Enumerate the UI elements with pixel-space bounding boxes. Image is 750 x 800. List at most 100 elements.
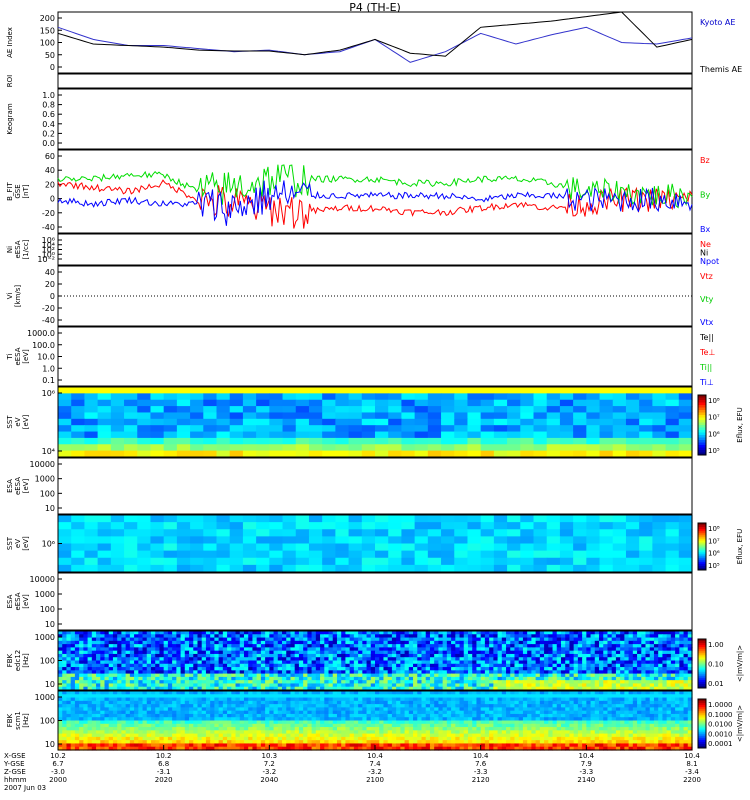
spectrogram-cell (142, 653, 148, 658)
spectrogram-cell (203, 557, 218, 566)
spectrogram-cell (573, 437, 587, 445)
spectrogram-cell (176, 673, 182, 678)
spectrogram-cell (159, 667, 165, 671)
spectrogram-cell (121, 640, 127, 645)
spectrogram-cell (167, 683, 173, 688)
spectrogram-cell (687, 650, 693, 655)
spectrogram-cell (222, 670, 228, 675)
spectrogram-cell (687, 676, 693, 681)
spectrogram-cell (569, 691, 575, 695)
spectrogram-cell (294, 700, 300, 705)
spectrogram-cell (666, 637, 672, 642)
spectrogram-cell (100, 691, 106, 695)
spectrogram-cell (155, 647, 161, 652)
spectrogram-cell (335, 557, 350, 566)
spectrogram-cell (74, 707, 80, 712)
spectrogram-cell (441, 543, 455, 552)
spectrogram-cell (231, 660, 237, 665)
spectrogram-cell (434, 694, 439, 699)
spectrogram-cell (590, 676, 596, 681)
spectrogram-cell (451, 700, 456, 705)
spectrogram-cell (641, 634, 647, 639)
spectrogram-cell (404, 710, 410, 715)
spectrogram-cell (590, 650, 596, 655)
spectrogram-cell (670, 663, 676, 668)
spectrogram-cell (425, 691, 431, 695)
spectrogram-cell (632, 653, 638, 658)
spectrogram-cell (560, 713, 566, 718)
spectrogram-cell (603, 653, 609, 658)
spectrogram-cell (527, 650, 532, 655)
spectrogram-cell (216, 543, 231, 552)
spectrogram-cell (277, 717, 283, 722)
spectrogram-cell (203, 412, 218, 420)
spectrogram-cell (210, 640, 215, 645)
spectrogram-cell (522, 683, 528, 688)
spectrogram-cell (320, 717, 325, 722)
spectrogram-cell (146, 670, 152, 675)
spectrogram-cell (311, 640, 317, 645)
spectrogram-cell (489, 657, 494, 662)
spectrogram-cell (577, 700, 583, 705)
spectrogram-cell (315, 700, 321, 705)
spectrogram-cell (427, 543, 442, 552)
spectrogram-cell (658, 667, 664, 671)
spectrogram-cell (506, 637, 511, 642)
spectrogram-cell (298, 653, 304, 658)
spectrogram-cell (159, 676, 165, 681)
spectrogram-cell (599, 406, 614, 414)
spectrogram-cell (603, 663, 609, 668)
spectrogram-cell (599, 697, 604, 702)
spectrogram-cell (417, 631, 423, 635)
spectrogram-cell (100, 644, 106, 648)
spectrogram-cell (442, 663, 448, 668)
spectrogram-cell (235, 663, 241, 668)
spectrogram-cell (404, 631, 410, 635)
spectrogram-cell (121, 720, 127, 725)
spectrogram-cell (560, 680, 566, 685)
spectrogram-cell (332, 680, 338, 685)
spectrogram-cell (484, 660, 490, 665)
spectrogram-cell (472, 650, 478, 655)
spectrogram-cell (666, 657, 672, 662)
spectrogram-cell (349, 700, 355, 705)
spectrogram-cell (577, 691, 583, 695)
spectrogram-cell (552, 676, 558, 681)
spectrogram-cell (649, 676, 655, 681)
spectrogram-cell (96, 691, 101, 695)
spectrogram-cell (649, 686, 655, 691)
spectrogram-cell (582, 637, 587, 642)
spectrogram-cell (142, 657, 148, 662)
spectrogram-cell (97, 425, 112, 433)
spectrogram-cell (639, 536, 653, 545)
spectrogram-cell (298, 676, 304, 681)
spectrogram-cell (683, 631, 689, 635)
spectrogram-cell (150, 720, 156, 725)
spectrogram-cell (641, 647, 647, 652)
spectrogram-cell (417, 673, 423, 678)
spectrogram-cell (231, 691, 237, 695)
spectrogram-cell (137, 529, 152, 537)
spectrogram-cell (142, 683, 148, 688)
spectrogram-cell (586, 710, 592, 715)
spectrogram-cell (62, 650, 68, 655)
spectrogram-cell (298, 657, 304, 662)
spectrogram-cell (163, 660, 169, 665)
spectrogram-cell (446, 713, 452, 718)
spectrogram-cell (235, 644, 241, 648)
spectrogram-cell (91, 686, 97, 691)
spectrogram-cell (83, 720, 89, 725)
spectrogram-cell (203, 529, 218, 537)
spectrogram-cell (510, 657, 516, 662)
spectrogram-cell (231, 694, 237, 699)
spectrogram-cell (100, 634, 106, 639)
spectrogram-cell (320, 680, 325, 685)
spectrogram-cell (531, 657, 537, 662)
spectrogram-cell (434, 704, 439, 708)
spectrogram-cell (489, 710, 494, 715)
spectrogram-cell (507, 529, 521, 537)
spectrogram-cell (582, 631, 587, 635)
spectrogram-cell (484, 647, 490, 652)
spectrogram-cell (159, 704, 165, 708)
spectrogram-cell (375, 700, 380, 705)
